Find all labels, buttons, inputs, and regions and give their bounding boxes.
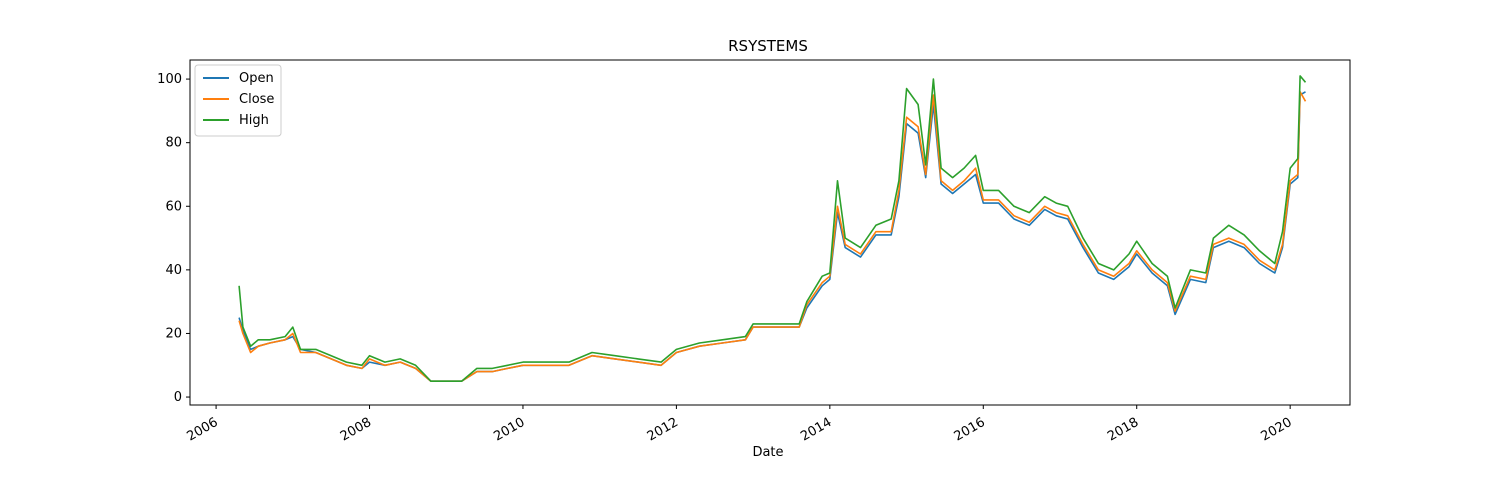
x-tick-label: 2006 xyxy=(184,415,220,445)
x-tick-label: 2018 xyxy=(1105,415,1141,445)
legend-box xyxy=(194,64,282,137)
x-tick-label: 2016 xyxy=(952,415,988,445)
x-tick-label: 2014 xyxy=(798,415,834,445)
x-axis-label: Date xyxy=(752,445,783,460)
y-tick-label: 0 xyxy=(174,390,182,405)
legend-label: High xyxy=(239,113,269,128)
x-tick-label: 2010 xyxy=(491,415,527,445)
y-tick-label: 40 xyxy=(165,263,182,278)
x-tick-label: 2020 xyxy=(1259,415,1295,445)
legend-label: Open xyxy=(239,71,274,86)
series-line xyxy=(238,91,1307,382)
x-tick-label: 2008 xyxy=(338,415,374,445)
series-line xyxy=(238,91,1306,382)
chart-title: RSYSTEMS xyxy=(728,37,808,55)
x-tick-label: 2012 xyxy=(645,415,681,445)
legend-label: Close xyxy=(239,92,274,107)
y-tick-label: 100 xyxy=(157,72,182,87)
y-tick-label: 60 xyxy=(165,199,182,214)
series-line xyxy=(238,75,1307,382)
plot-frame xyxy=(189,59,1351,406)
legend: Open Close High xyxy=(194,64,282,137)
y-tick-label: 20 xyxy=(165,326,182,341)
y-tick-label: 80 xyxy=(165,136,182,151)
